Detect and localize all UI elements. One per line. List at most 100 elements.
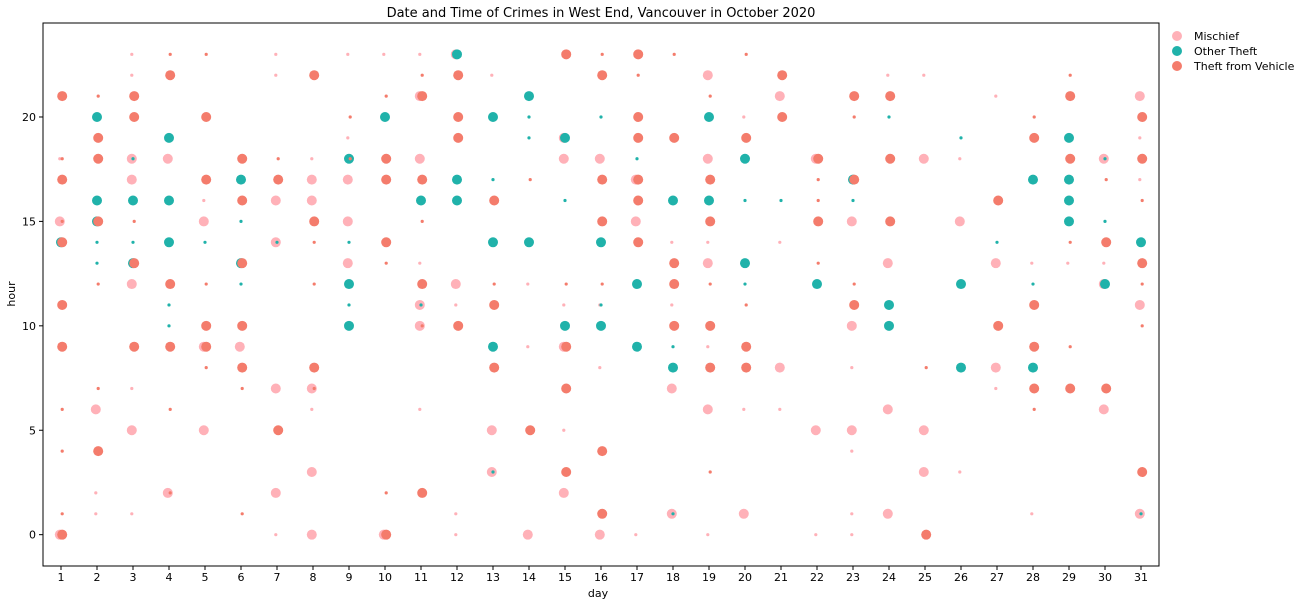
data-point — [779, 198, 783, 203]
data-point — [168, 407, 172, 411]
y-tick-label: 20 — [22, 111, 36, 124]
x-tick-label: 18 — [666, 571, 680, 584]
data-point — [452, 195, 462, 206]
data-point — [918, 425, 929, 436]
data-point — [1029, 132, 1040, 143]
data-point — [58, 157, 62, 161]
data-point — [705, 216, 716, 227]
data-point — [524, 91, 534, 102]
data-point — [164, 132, 174, 143]
y-tick-label: 15 — [22, 215, 36, 228]
data-point — [882, 508, 893, 519]
data-point — [774, 91, 785, 102]
data-point — [597, 216, 608, 227]
data-point — [597, 508, 608, 519]
data-point — [198, 216, 209, 227]
data-point — [846, 320, 857, 331]
data-point — [633, 111, 644, 122]
data-point — [486, 425, 497, 436]
data-point — [60, 407, 64, 411]
data-point — [921, 529, 932, 540]
data-point — [130, 52, 134, 56]
data-point — [1138, 178, 1142, 182]
data-point — [453, 132, 464, 143]
data-point — [417, 279, 428, 290]
data-point — [669, 279, 680, 290]
data-point — [596, 237, 606, 248]
data-point — [167, 324, 171, 328]
x-tick-label: 8 — [310, 571, 317, 584]
data-point — [453, 320, 464, 331]
data-point — [96, 386, 100, 391]
data-point — [668, 195, 678, 206]
data-point — [1139, 512, 1143, 516]
data-point — [489, 195, 500, 206]
data-point — [382, 52, 386, 56]
data-point — [167, 303, 171, 307]
data-point — [164, 237, 174, 248]
data-point — [672, 52, 676, 56]
data-point — [918, 467, 929, 478]
data-point — [670, 303, 674, 307]
data-point — [990, 258, 1001, 269]
data-point — [1064, 174, 1074, 185]
legend-label: Theft from Vehicle — [1193, 60, 1295, 73]
data-point — [561, 49, 572, 60]
data-point — [597, 446, 608, 457]
data-point — [884, 299, 894, 310]
data-point — [310, 157, 314, 161]
data-point — [1032, 407, 1036, 411]
data-point — [744, 303, 748, 307]
data-point — [162, 153, 173, 164]
data-point — [994, 94, 998, 98]
y-axis-label: hour — [5, 281, 18, 307]
data-point — [348, 157, 352, 161]
x-axis: 1 2 3 4 5 6 7 8 9 10 11 12 13 14 15 16 17 18 19 20 21 22 23 24 2… — [58, 566, 1148, 584]
data-point — [201, 174, 212, 185]
data-point — [596, 320, 606, 331]
data-point — [1137, 153, 1148, 164]
data-point — [1029, 341, 1040, 352]
x-tick-label: 5 — [202, 571, 209, 584]
data-point — [956, 279, 966, 290]
data-point — [849, 174, 860, 185]
data-point — [491, 178, 495, 182]
data-point — [744, 52, 748, 56]
data-point — [527, 115, 531, 119]
x-tick-label: 4 — [166, 571, 173, 584]
data-point — [887, 115, 891, 119]
data-point — [564, 282, 568, 286]
data-point — [598, 365, 602, 370]
data-point — [958, 157, 962, 161]
data-point — [237, 195, 248, 206]
x-tick-label: 15 — [558, 571, 572, 584]
data-point — [274, 73, 278, 77]
legend-marker — [1172, 46, 1182, 56]
data-point — [92, 195, 102, 206]
data-point — [636, 73, 640, 77]
data-point — [885, 153, 896, 164]
data-point — [57, 91, 68, 102]
data-point — [237, 258, 248, 269]
data-point — [1137, 258, 1148, 269]
data-point — [882, 404, 893, 415]
data-point — [348, 115, 352, 119]
data-point — [740, 153, 750, 164]
data-point — [306, 195, 317, 206]
data-point — [522, 529, 533, 540]
data-point — [129, 341, 140, 352]
data-point — [738, 508, 749, 519]
data-point — [705, 362, 716, 373]
data-point — [452, 49, 462, 60]
data-point — [414, 320, 425, 331]
data-point — [668, 362, 678, 373]
data-point — [1140, 282, 1144, 286]
data-point — [312, 282, 316, 286]
x-tick-label: 29 — [1062, 571, 1076, 584]
data-point — [669, 132, 680, 143]
data-point — [93, 132, 104, 143]
data-point — [1030, 512, 1034, 516]
data-point — [1134, 91, 1145, 102]
data-point — [599, 115, 603, 119]
data-point — [96, 282, 100, 286]
